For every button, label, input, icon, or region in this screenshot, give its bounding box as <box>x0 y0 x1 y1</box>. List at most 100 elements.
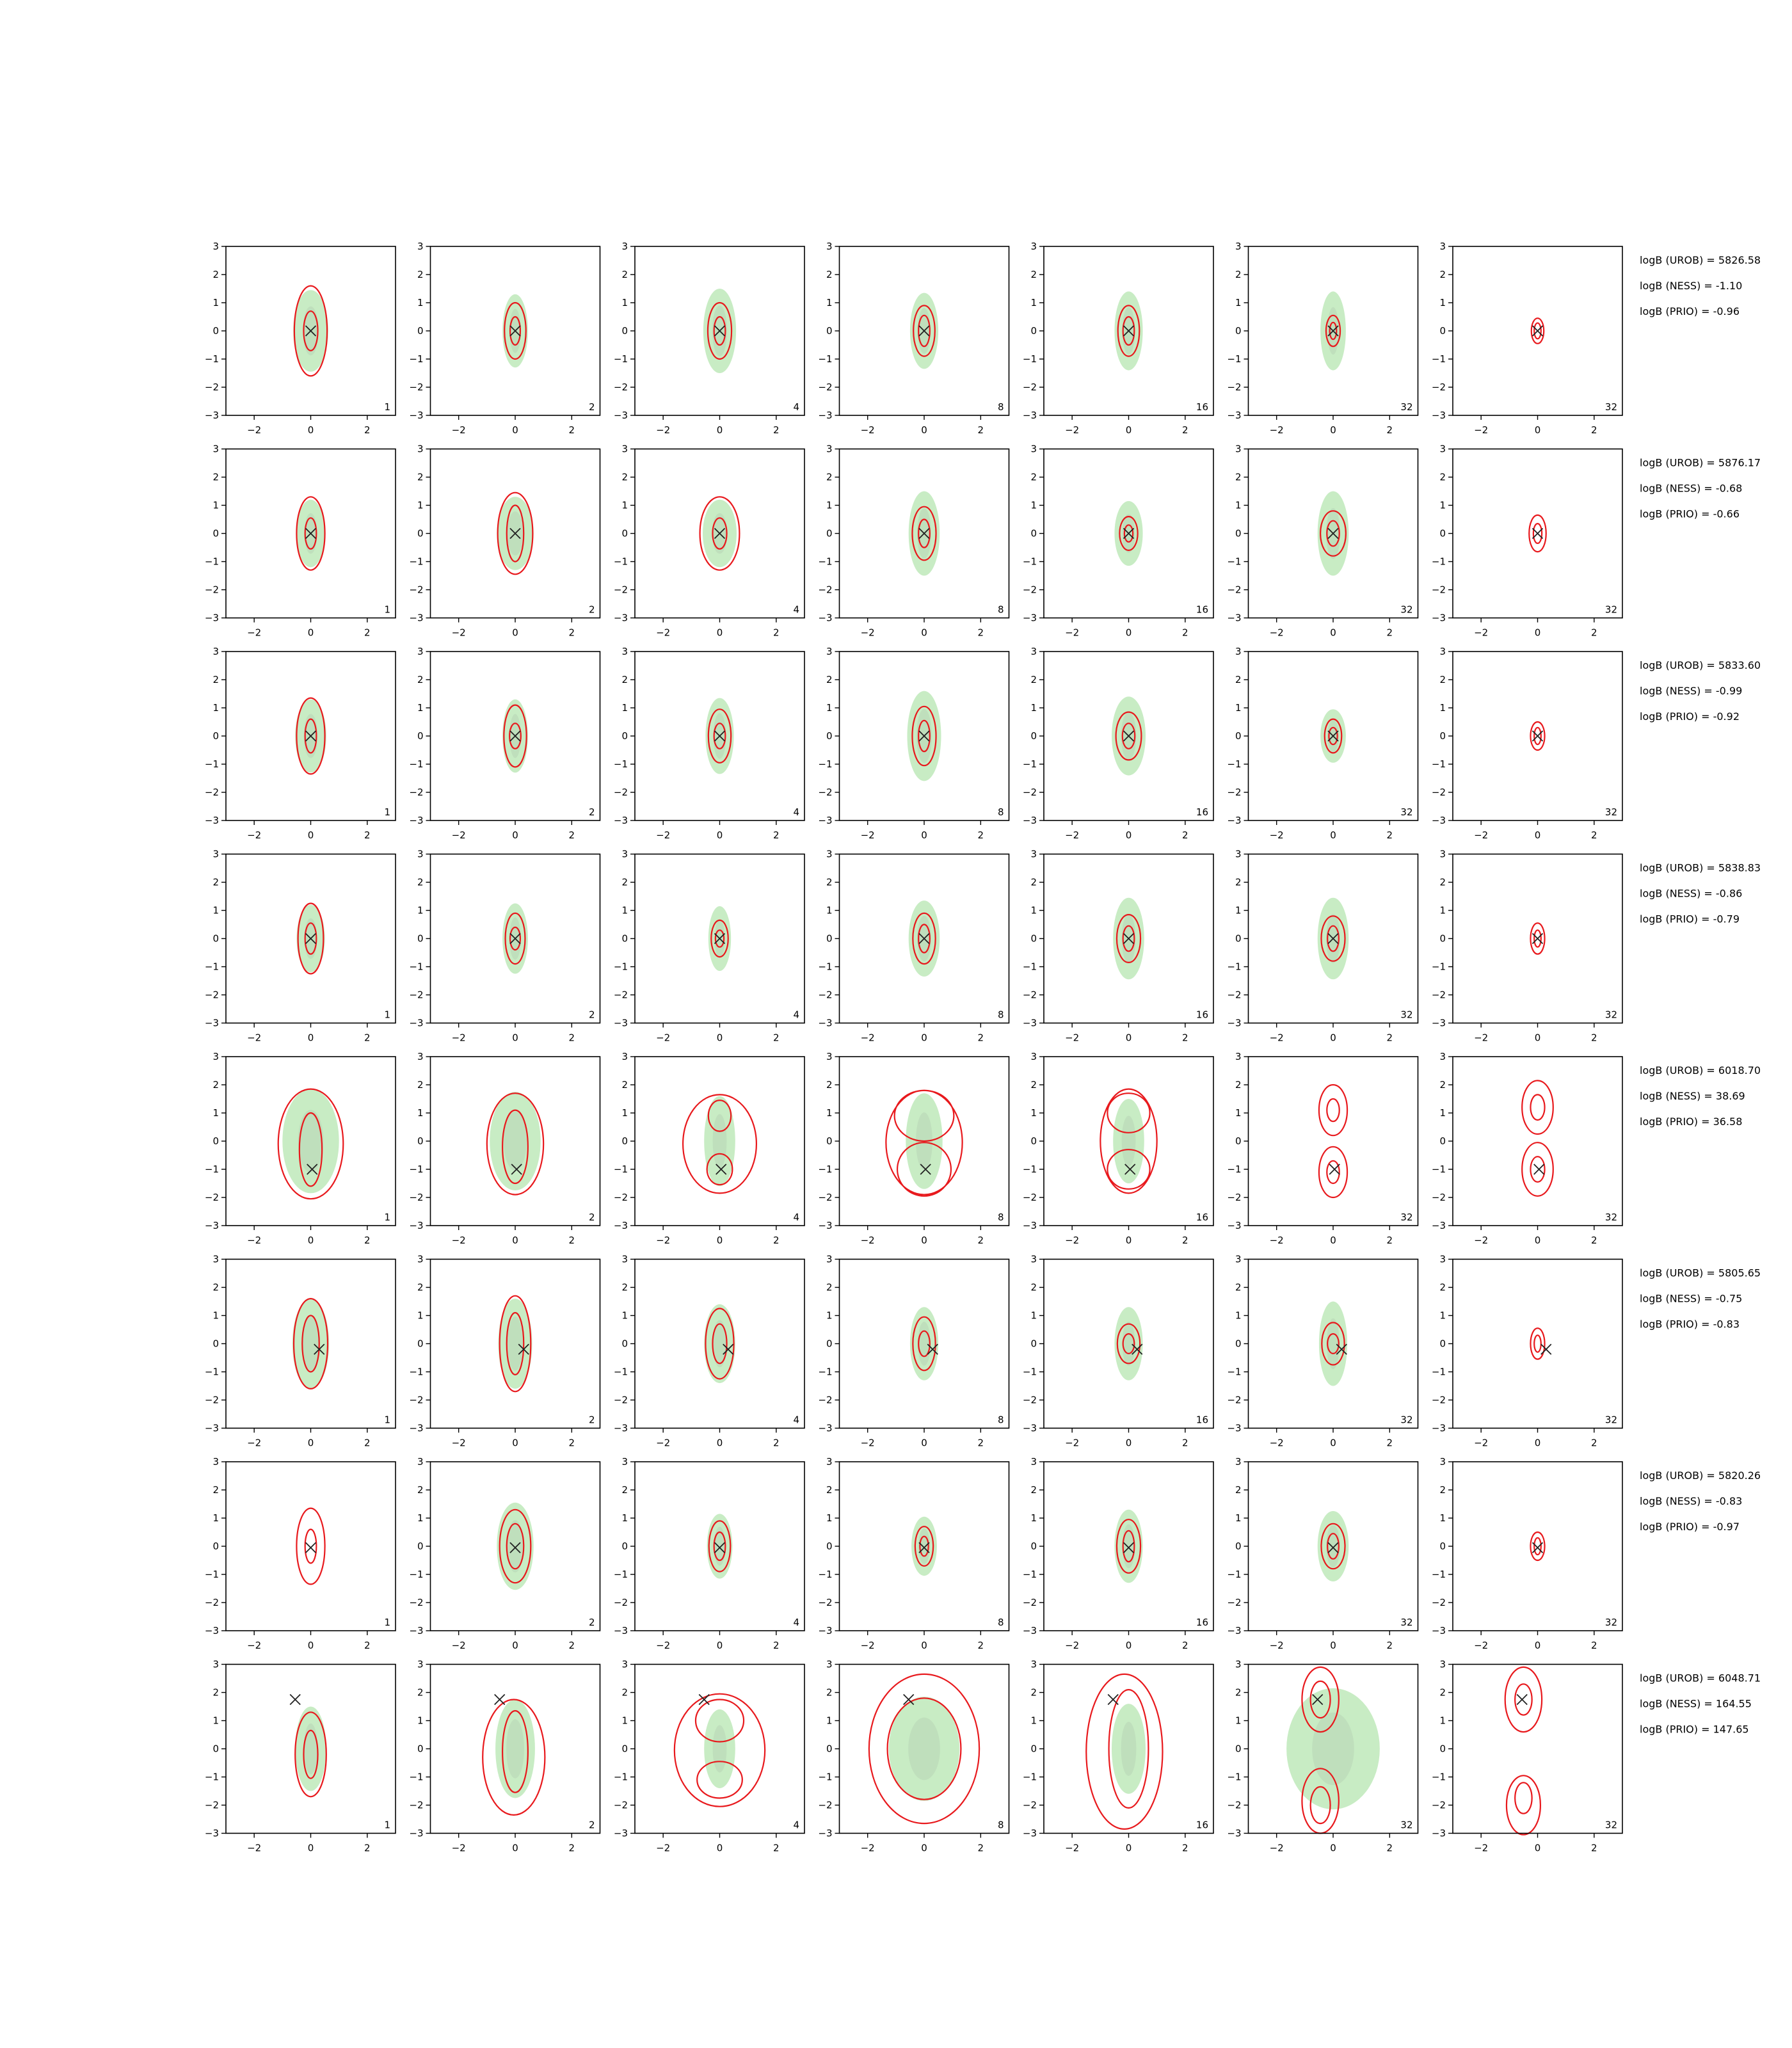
panel-label: 16 <box>1196 1009 1208 1021</box>
x-tick-label: −2 <box>861 829 875 841</box>
contour-line <box>499 1508 532 1584</box>
y-tick-label: 3 <box>1439 1051 1446 1062</box>
y-tick-label: 0 <box>1235 325 1242 337</box>
x-tick-label: 0 <box>308 424 314 436</box>
x-tick-label: 2 <box>1387 1640 1393 1651</box>
x-tick-label: 0 <box>717 829 723 841</box>
y-tick-label: 2 <box>212 1687 219 1699</box>
contour-line <box>886 1697 962 1800</box>
marker-x <box>1532 527 1544 540</box>
y-tick-label: 3 <box>417 1254 424 1265</box>
x-tick-label: −2 <box>656 1640 670 1651</box>
y-tick-label: −2 <box>205 1192 219 1203</box>
density-fill <box>704 1096 735 1187</box>
y-tick-label: 2 <box>212 1079 219 1091</box>
y-tick-label: 0 <box>1439 528 1446 540</box>
x-tick-label: −2 <box>1474 1437 1488 1449</box>
stat-text: logB (NESS) = -0.75 <box>1640 1293 1742 1305</box>
marker-x <box>305 325 317 337</box>
y-tick-label: −1 <box>818 961 832 973</box>
panel-label: 2 <box>589 1212 595 1223</box>
panel-label: 2 <box>589 1009 595 1021</box>
panel-label: 1 <box>384 1414 390 1426</box>
y-tick-label: −2 <box>205 1597 219 1608</box>
x-tick-label: 2 <box>1387 1437 1393 1449</box>
panel-label: 4 <box>793 1617 799 1628</box>
density-fill <box>497 1502 534 1590</box>
x-tick-label: −2 <box>1065 829 1079 841</box>
panel-r7-c6: −2 0 2 −3 −2 −1 0 1 2 3 32 <box>1227 1456 1419 1651</box>
y-tick-label: 0 <box>621 933 628 945</box>
y-tick-label: 0 <box>212 1338 219 1350</box>
panel-label: 8 <box>998 806 1004 818</box>
y-tick-label: −1 <box>818 1772 832 1783</box>
panel-label: 32 <box>1400 1212 1412 1223</box>
panel-r6-c4: −2 0 2 −3 −2 −1 0 1 2 3 8 <box>818 1254 1010 1449</box>
contour-line <box>1116 1519 1142 1574</box>
y-tick-label: 1 <box>1235 1512 1242 1524</box>
stat-text: logB (PRIO) = -0.83 <box>1640 1318 1740 1331</box>
y-tick-label: −3 <box>1023 410 1037 421</box>
panel-r8-c2: −2 0 2 −3 −2 −1 0 1 2 3 2 <box>409 1659 601 1854</box>
y-tick-label: −3 <box>614 1625 628 1636</box>
x-tick-label: −2 <box>247 1235 261 1246</box>
panel-label: 32 <box>1605 401 1617 413</box>
y-tick-label: −3 <box>614 1018 628 1029</box>
x-tick-label: 2 <box>364 1437 371 1449</box>
y-tick-label: 1 <box>621 1310 628 1322</box>
y-tick-label: 1 <box>1030 905 1037 916</box>
y-tick-label: −3 <box>1432 1423 1446 1434</box>
y-tick-label: 1 <box>826 1715 833 1727</box>
contour-line <box>1115 711 1142 761</box>
y-tick-label: 2 <box>826 269 833 280</box>
density-fill <box>498 1299 532 1389</box>
y-tick-label: −1 <box>205 1164 219 1175</box>
panel-r1-c4: −2 0 2 −3 −2 −1 0 1 2 3 8 <box>818 241 1010 436</box>
contour-line <box>506 1523 525 1570</box>
x-tick-label: −2 <box>452 1032 466 1044</box>
row-stats: logB (UROB) = 6048.71 logB (NESS) = 164.5… <box>1640 1672 1761 1736</box>
y-tick-label: 0 <box>621 1540 628 1552</box>
x-tick-label: 0 <box>921 627 927 639</box>
marker-x <box>305 932 317 945</box>
y-tick-label: 1 <box>417 702 424 714</box>
contour-line <box>296 1507 326 1585</box>
panel-r8-c1: −2 0 2 −3 −2 −1 0 1 2 3 1 <box>205 1659 396 1854</box>
contour-line <box>673 1693 766 1807</box>
y-tick-label: −3 <box>1432 612 1446 624</box>
panel-label: 1 <box>384 1617 390 1628</box>
y-tick-label: 2 <box>826 1282 833 1293</box>
x-tick-label: −2 <box>656 829 670 841</box>
x-tick-label: −2 <box>452 829 466 841</box>
panel-label: 32 <box>1400 1414 1412 1426</box>
panel-label: 1 <box>384 604 390 616</box>
panel-r5-c4: −2 0 2 −3 −2 −1 0 1 2 3 8 <box>818 1051 1010 1246</box>
y-tick-label: −2 <box>409 1395 423 1406</box>
panel-r6-c1: −2 0 2 −3 −2 −1 0 1 2 3 1 <box>205 1254 396 1449</box>
y-tick-label: 3 <box>417 646 424 657</box>
x-tick-label: 0 <box>512 1437 518 1449</box>
panel-label: 8 <box>998 1617 1004 1628</box>
panel-r3-c7: −2 0 2 −3 −2 −1 0 1 2 3 32 <box>1432 646 1623 841</box>
y-tick-label: −3 <box>205 1625 219 1636</box>
y-tick-label: −2 <box>409 584 423 596</box>
x-tick-label: 2 <box>1182 829 1188 841</box>
x-tick-label: 0 <box>1330 1640 1336 1651</box>
marker-x <box>509 325 521 337</box>
contour-line <box>1321 1322 1345 1366</box>
marker-x <box>1123 1542 1135 1553</box>
y-tick-label: −2 <box>1023 1395 1037 1406</box>
y-tick-label: −1 <box>205 758 219 770</box>
y-tick-label: 1 <box>1439 1715 1446 1727</box>
x-tick-label: 2 <box>1591 1235 1597 1246</box>
x-tick-label: 2 <box>1591 1032 1597 1044</box>
axes-frame <box>225 1461 396 1631</box>
y-tick-label: −2 <box>1227 1395 1241 1406</box>
y-tick-label: 3 <box>1439 646 1446 657</box>
contour-line <box>1324 718 1343 754</box>
y-tick-label: 2 <box>826 1079 833 1091</box>
contour-line <box>1320 1523 1346 1570</box>
panel-label: 2 <box>589 1820 595 1831</box>
panel-r6-c3: −2 0 2 −3 −2 −1 0 1 2 3 4 <box>614 1254 805 1449</box>
y-tick-label: −2 <box>614 584 628 596</box>
